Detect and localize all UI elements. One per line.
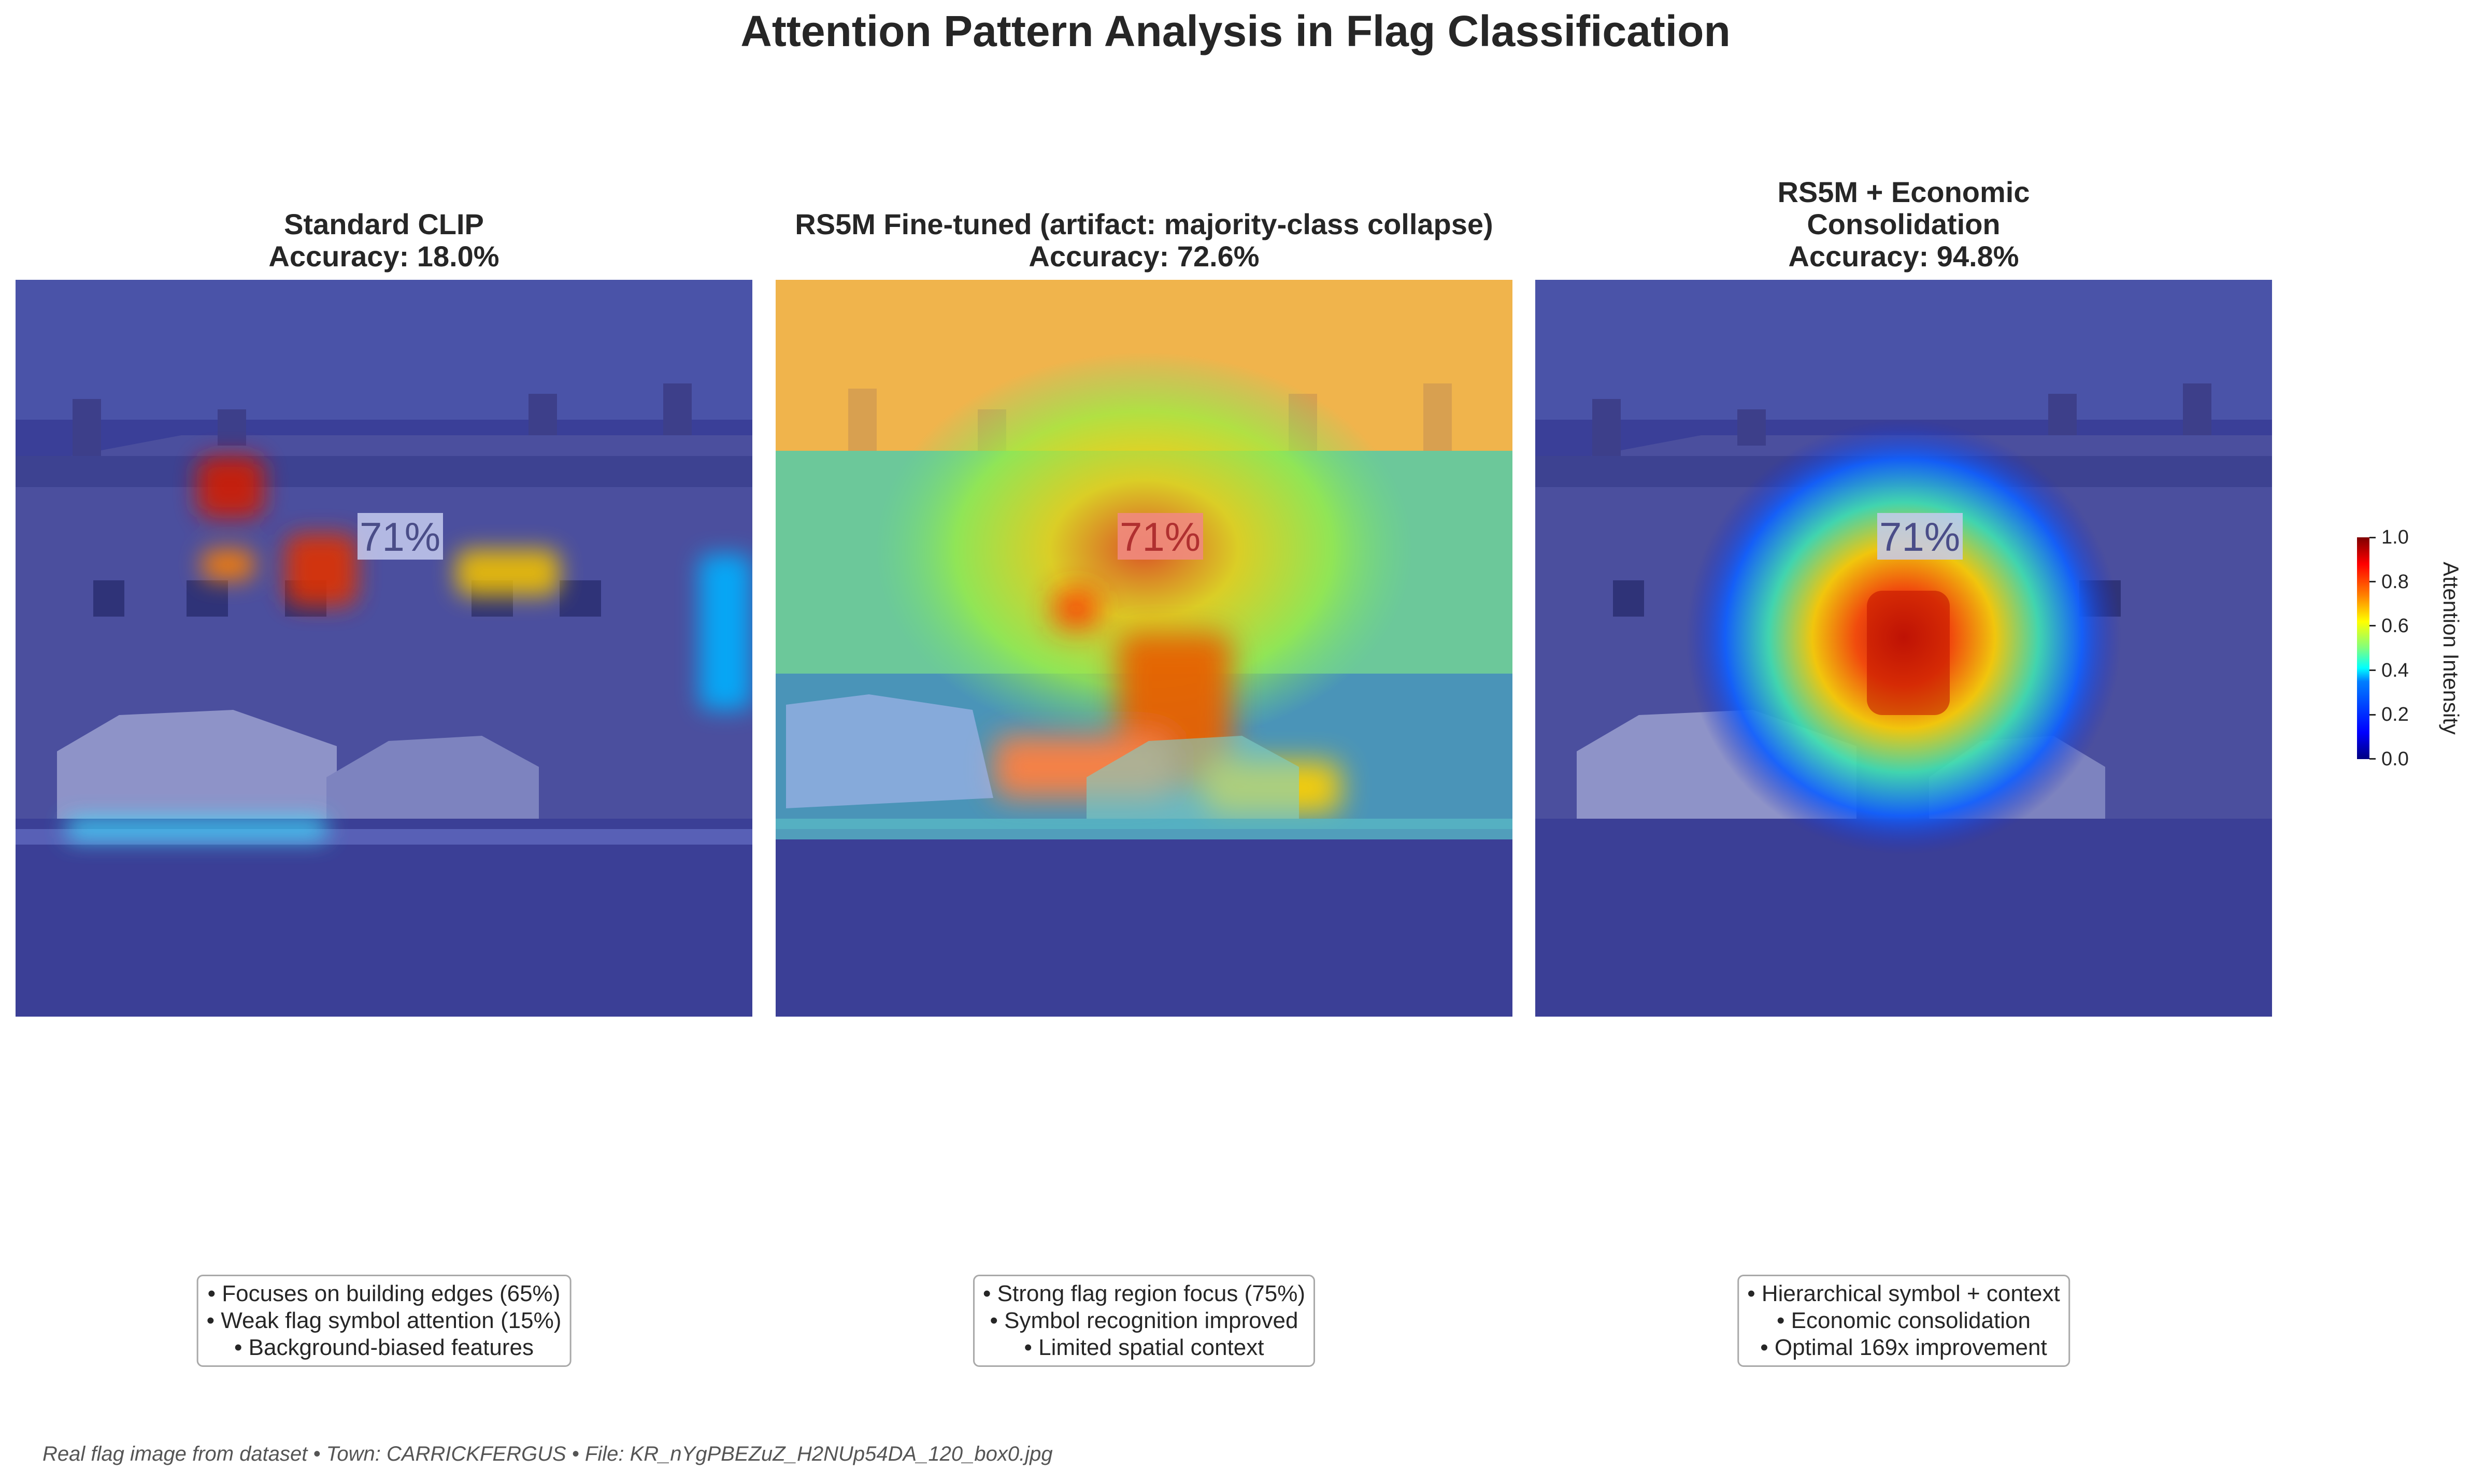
notes-box-standard-clip: • Focuses on building edges (65%) • Weak… [196,1275,572,1367]
colorbar-tick-label: 0.0 [2381,748,2409,770]
note-line: • Economic consolidation [1777,1308,2031,1333]
panel-title-rs5m-finetuned: RS5M Fine-tuned (artifact: majority-clas… [776,208,1512,273]
note-line: • Focuses on building edges (65%) [207,1281,561,1306]
note-line: • Background-biased features [234,1335,534,1360]
heatmap-panel-standard-clip: 71% [16,280,752,1017]
panel-title-standard-clip: Standard CLIP Accuracy: 18.0% [16,208,752,273]
colorbar [2357,537,2369,759]
panel-accuracy: Accuracy: 72.6% [1029,240,1260,273]
overlay-percent-text: 71% [360,514,440,560]
colorbar-tickmark [2369,758,2376,760]
colorbar-tickmark [2369,714,2376,716]
note-line: • Symbol recognition improved [990,1308,1298,1333]
panel-accuracy: Accuracy: 18.0% [268,240,499,273]
note-line: • Hierarchical symbol + context [1747,1281,2060,1306]
colorbar-tick-label: 0.2 [2381,704,2409,725]
colorbar-tickmark [2369,625,2376,626]
notes-box-rs5m-economic: • Hierarchical symbol + context • Econom… [1737,1275,2070,1367]
note-line: • Optimal 169x improvement [1760,1335,2047,1360]
colorbar-tickmark [2369,581,2376,582]
panel-title-rs5m-economic: RS5M + Economic Consolidation Accuracy: … [1535,176,2272,273]
figure-title: Attention Pattern Analysis in Flag Class… [740,7,1731,55]
colorbar-tick-label: 0.6 [2381,615,2409,637]
panel-title-line: Consolidation [1807,208,2001,240]
note-line: • Weak flag symbol attention (15%) [206,1308,562,1333]
panel-title-line: RS5M Fine-tuned (artifact: majority-clas… [795,208,1493,240]
heatmap-panel-rs5m-finetuned: 71% [776,280,1512,1017]
source-caption: Real flag image from dataset • Town: CAR… [42,1443,1053,1465]
panel-accuracy: Accuracy: 94.8% [1788,240,2019,273]
panel-title-line: RS5M + Economic [1777,176,2030,208]
note-line: • Strong flag region focus (75%) [983,1281,1305,1306]
panel-title-line: Standard CLIP [284,208,484,240]
colorbar-tick-label: 0.8 [2381,571,2409,593]
note-line: • Limited spatial context [1024,1335,1264,1360]
colorbar-tickmark [2369,537,2376,538]
notes-box-rs5m-finetuned: • Strong flag region focus (75%) • Symbo… [973,1275,1315,1367]
colorbar-label: Attention Intensity [2439,562,2463,735]
overlay-percent-text: 71% [1879,514,1960,560]
overlay-percent-text: 71% [1120,514,1201,560]
colorbar-tick-label: 1.0 [2381,526,2409,548]
colorbar-tick-label: 0.4 [2381,660,2409,681]
colorbar-tickmark [2369,669,2376,671]
heatmap-panel-rs5m-economic: 71% [1535,280,2272,1017]
